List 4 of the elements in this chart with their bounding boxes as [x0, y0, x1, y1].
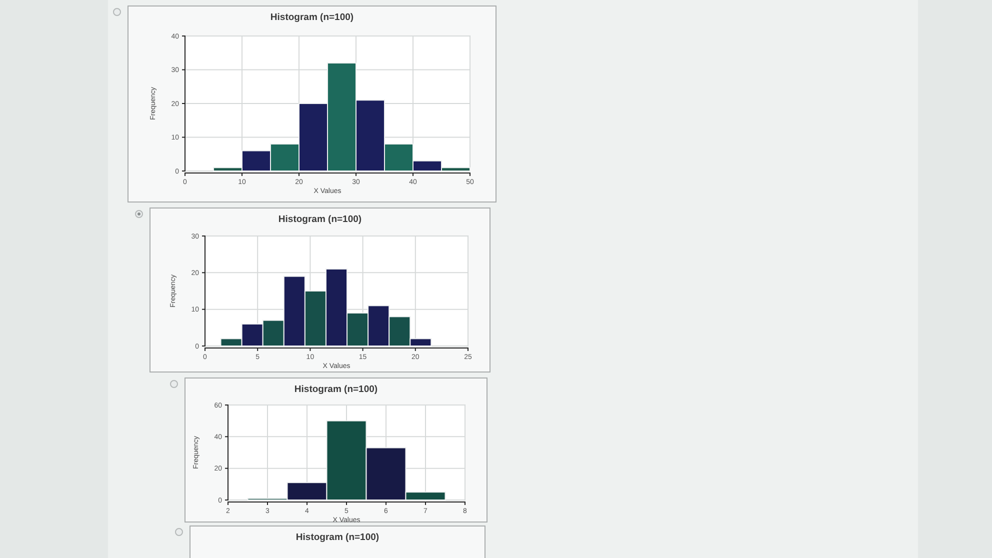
- text: Histogram (n=100): [296, 532, 380, 543]
- chart-title: Histogram (n=100): [294, 384, 378, 395]
- chart-title: Histogram (n=100): [278, 214, 362, 225]
- chart-title: Histogram (n=100): [270, 12, 354, 23]
